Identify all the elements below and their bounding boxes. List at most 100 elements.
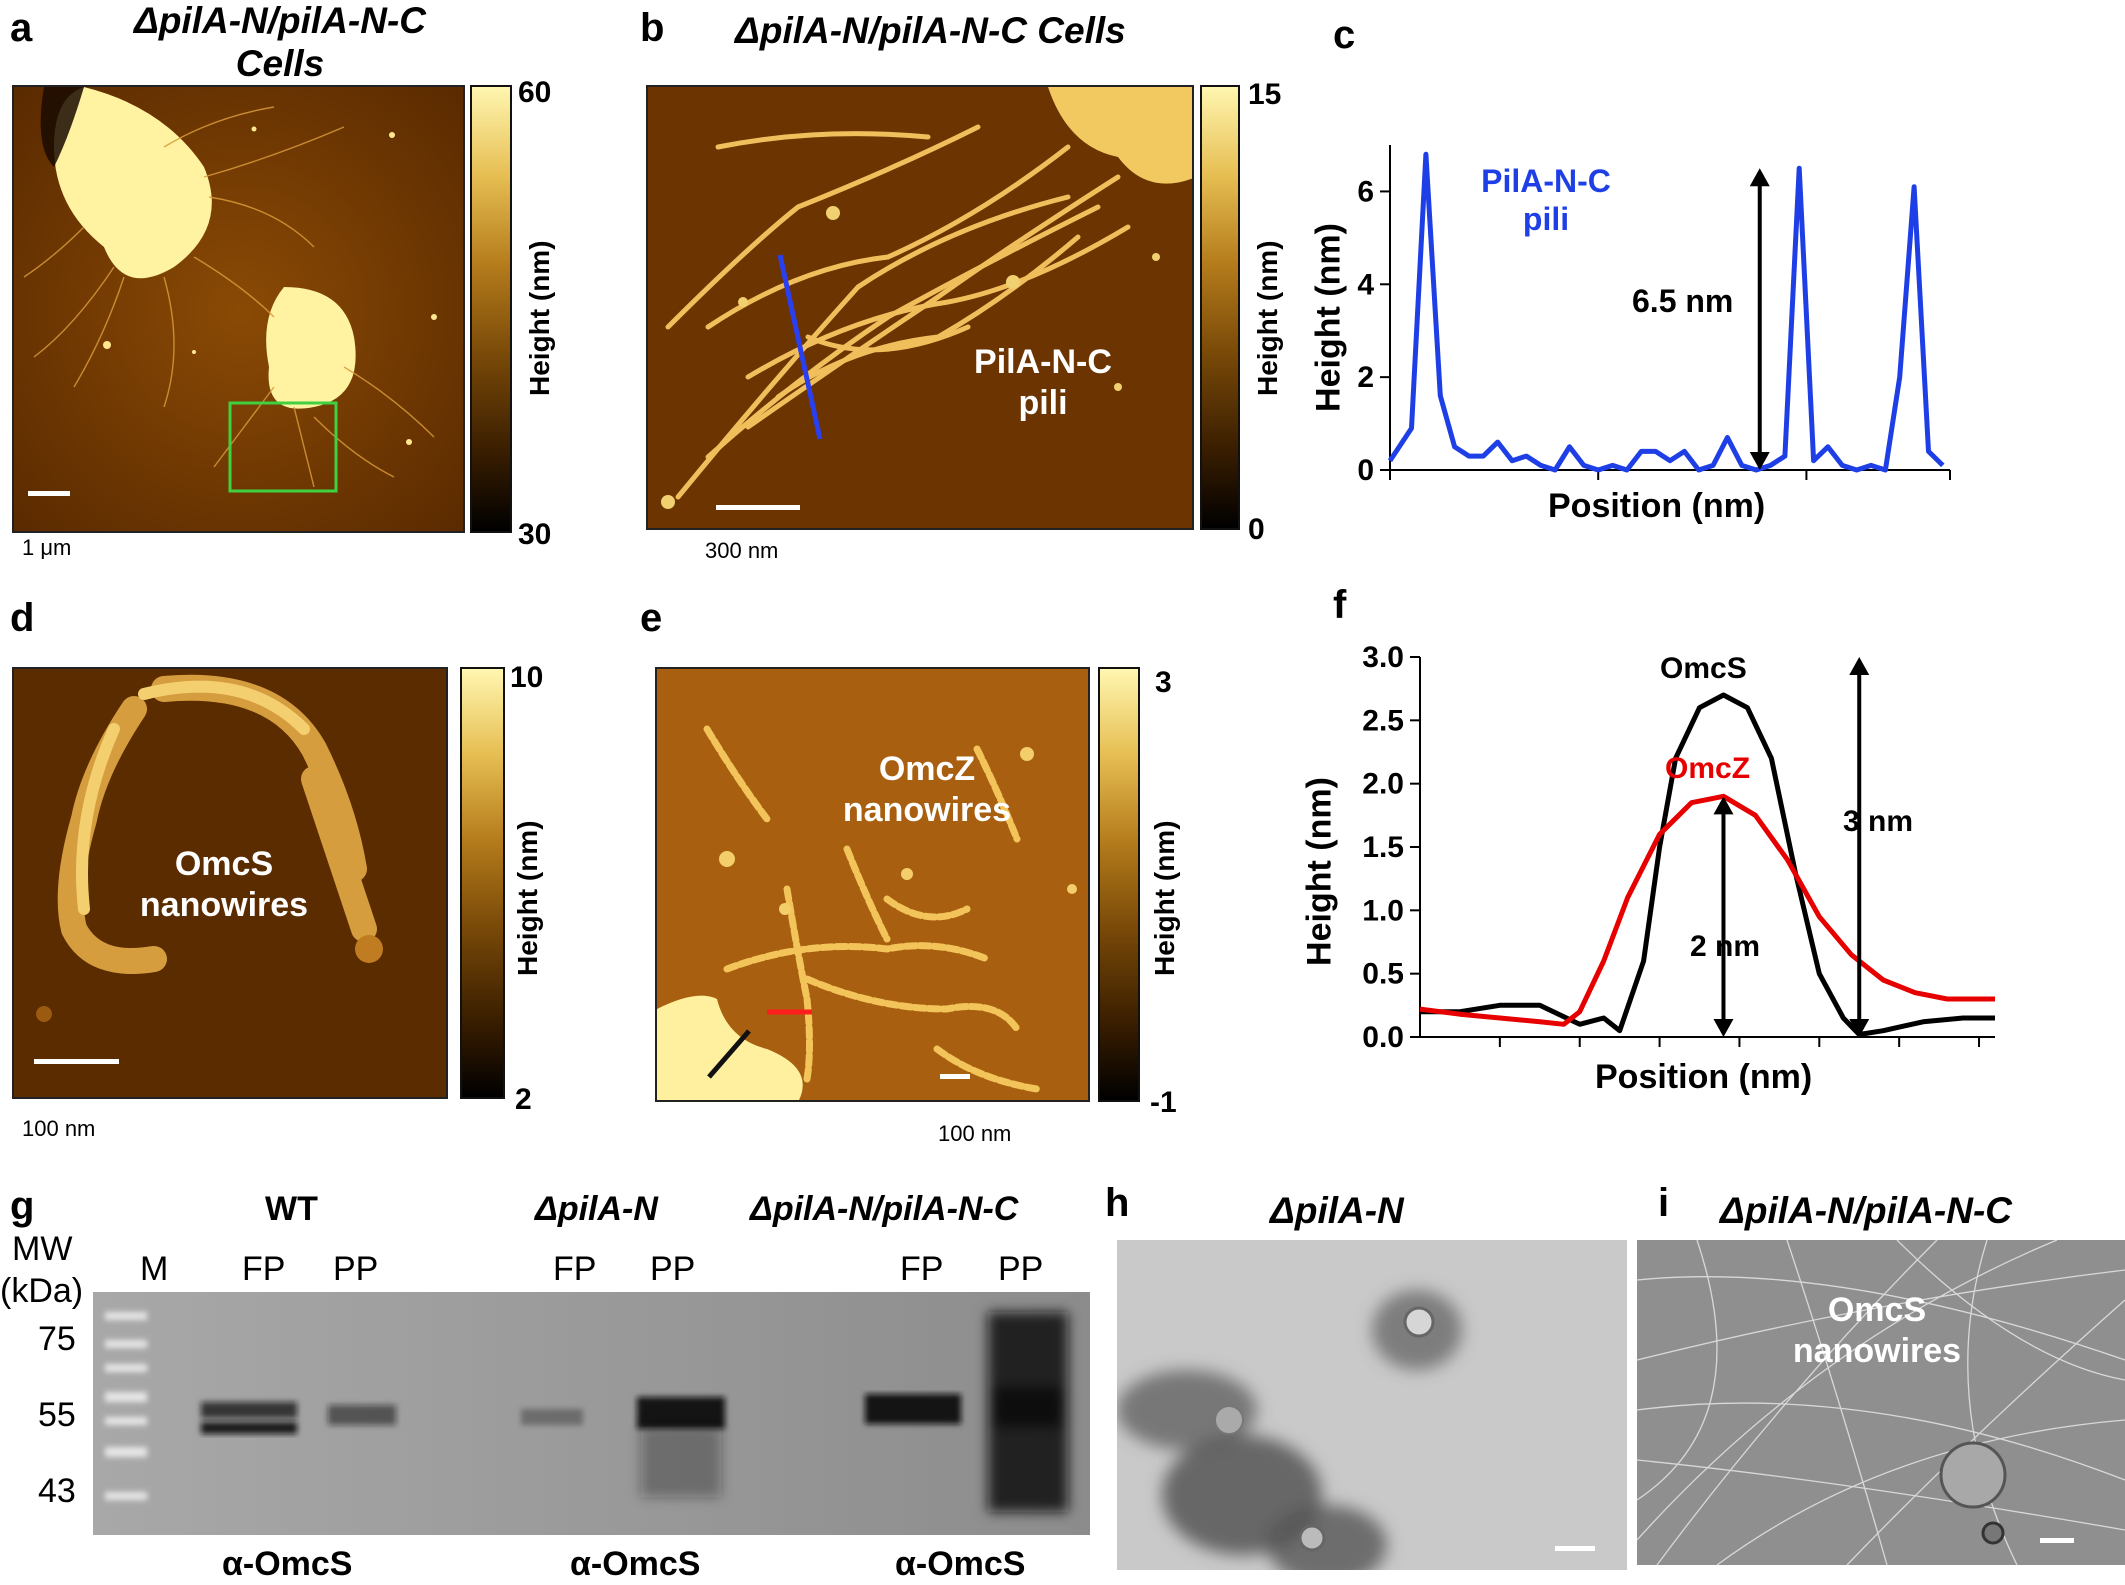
panel-f-ylabel: Height (nm) <box>1300 777 1339 966</box>
panel-a-title-line2: Cells <box>235 42 325 84</box>
panel-b-afm-svg <box>648 87 1192 528</box>
panel-e-black-profile-line <box>707 1029 751 1079</box>
panel-a-title-line1: ΔpilA-N/pilA-N-C <box>133 0 426 41</box>
panel-a-cbar-min: 30 <box>518 518 552 551</box>
panel-f-plot-area: 0.0 0.5 1.0 1.5 2.0 2.5 3.0 <box>1362 641 1995 1054</box>
panel-b-scale-label: 300 nm <box>705 538 779 563</box>
panel-g-mw-label-line1: MW <box>12 1230 73 1268</box>
panel-a-afm-svg <box>14 87 463 531</box>
panel-e-afm-svg <box>657 669 1088 1100</box>
panel-a-cbar-max: 60 <box>518 76 552 109</box>
panel-f-label: f <box>1333 583 1347 627</box>
panel-i-label: i <box>1658 1181 1670 1225</box>
panel-a-zoom-box <box>228 401 338 493</box>
panel-d-afm-image: OmcS nanowires <box>12 667 448 1099</box>
panel-g-group-pilan-c: ΔpilA-N/pilA-N-C <box>750 1190 1019 1228</box>
panel-g-lane-wt-pp: PP <box>333 1250 379 1288</box>
panel-c-ytick-label: 6 <box>1357 175 1374 208</box>
panel-c-ytick-label: 2 <box>1357 361 1374 394</box>
panel-c-series-line-0 <box>1387 151 1945 473</box>
panel-c-plot-area: 0 2 4 6 <box>1357 145 1951 487</box>
panel-f-2nm-annotation: 2 nm <box>1690 930 1761 963</box>
panel-f-chart: 0.0 0.5 1.0 1.5 2.0 2.5 3.0 <box>1362 641 1995 1054</box>
panel-g-lane-pilan-pp: PP <box>650 1250 696 1288</box>
panel-g-mw-75: 75 <box>38 1320 76 1358</box>
panel-c-series-label-line1: PilA-N-C <box>1481 163 1611 199</box>
panel-d-cbar-min: 2 <box>515 1083 532 1116</box>
panel-d-nanowire-label: OmcS nanowires <box>104 844 344 926</box>
panel-b-cbar-unit: Height (nm) <box>1252 240 1283 396</box>
panel-h-scale-bar <box>1555 1546 1595 1551</box>
panel-g-label: g <box>10 1184 35 1228</box>
panel-b-pili-label-line1: PilA-N-C <box>974 343 1112 381</box>
panel-a-scale-label: 1 μm <box>22 535 72 560</box>
panel-c-series-label-line2: pili <box>1522 201 1570 238</box>
panel-f-2nm-arrow <box>1713 796 1734 1037</box>
panel-h-label: h <box>1105 1181 1130 1225</box>
panel-f-omcs-label: OmcS <box>1660 652 1747 685</box>
panel-d-scale-label: 100 nm <box>22 1116 96 1141</box>
panel-i-nanowire-label-line1: OmcS <box>1827 1291 1927 1329</box>
panel-g-blot-image <box>93 1292 1090 1535</box>
panel-b-scale-bar <box>716 505 800 510</box>
panel-b-cbar-min: 0 <box>1248 513 1265 546</box>
panel-c-chart: 0 2 4 6 <box>1357 145 1951 487</box>
panel-h-tem-image <box>1117 1240 1627 1570</box>
panel-f-ytick-label: 1.0 <box>1362 894 1404 927</box>
panel-d-nanowire-label-line1: OmcS <box>174 845 274 883</box>
panel-b-title: ΔpilA-N/pilA-N-C Cells <box>735 10 1126 51</box>
panel-g-antibody-wt: α-OmcS <box>222 1545 353 1583</box>
panel-g-group-pilan: ΔpilA-N <box>535 1190 658 1228</box>
panel-e-nanowire-label-line1: OmcZ <box>878 750 976 788</box>
panel-e-cbar-min: -1 <box>1150 1086 1177 1119</box>
panel-h-tem-svg <box>1117 1240 1627 1570</box>
panel-c-xlabel: Position (nm) <box>1548 487 1766 525</box>
panel-c-series-label: PilA-N-C pili <box>1446 162 1646 239</box>
panel-d-nanowire-label-line2: nanowires <box>139 885 309 924</box>
panel-c-height-annotation: 6.5 nm <box>1632 283 1734 319</box>
panel-b-pili-label: PilA-N-C pili <box>948 342 1138 424</box>
panel-f-ytick-label: 2.5 <box>1362 704 1404 737</box>
panel-b-colorbar <box>1200 85 1240 530</box>
panel-g-marker-label: M <box>140 1250 169 1288</box>
panel-d-afm-svg <box>14 669 446 1097</box>
panel-b-pili-label-line2: pili <box>1018 383 1068 422</box>
panel-d-scale-bar <box>34 1059 119 1064</box>
panel-g-mw-55: 55 <box>38 1396 76 1434</box>
panel-i-tem-svg <box>1637 1240 2125 1565</box>
panel-g-lane-pilanc-pp: PP <box>998 1250 1044 1288</box>
panel-a-colorbar <box>470 85 512 533</box>
panel-b-label: b <box>640 6 665 50</box>
panel-a-afm-image <box>12 85 465 533</box>
panel-f-xlabel: Position (nm) <box>1595 1058 1813 1096</box>
panel-g-antibody-pilanc: α-OmcS <box>895 1545 1026 1583</box>
panel-e-label: e <box>640 596 663 640</box>
panel-a-title: ΔpilA-N/pilA-N-C Cells <box>110 0 450 85</box>
panel-f-series-line-0 <box>1420 692 1995 1037</box>
panel-g-group-wt: WT <box>265 1190 318 1228</box>
panel-i-nanowire-label-line2: nanowires <box>1792 1331 1962 1370</box>
panel-e-colorbar <box>1098 667 1140 1102</box>
panel-f-ytick-label: 3.0 <box>1362 641 1404 674</box>
panel-f-ytick-label: 0.5 <box>1362 958 1404 991</box>
panel-e-cbar-unit: Height (nm) <box>1149 820 1180 976</box>
panel-i-nanowire-label: OmcS nanowires <box>1747 1290 2007 1372</box>
panel-e-afm-image: OmcZ nanowires <box>655 667 1090 1102</box>
panel-e-scale-bar <box>940 1074 970 1079</box>
panel-f-ytick-label: 2.0 <box>1362 768 1404 801</box>
panel-c-ylabel: Height (nm) <box>1309 223 1348 412</box>
panel-e-cbar-max: 3 <box>1155 666 1172 699</box>
panel-d-cbar-unit: Height (nm) <box>512 820 543 976</box>
panel-e-scale-label: 100 nm <box>938 1121 1012 1146</box>
panel-i-tem-image: OmcS nanowires <box>1637 1240 2125 1565</box>
panel-i-scale-bar <box>2040 1538 2074 1543</box>
panel-d-cbar-max: 10 <box>510 661 544 694</box>
panel-c-ytick-label: 4 <box>1357 268 1374 301</box>
panel-a-label: a <box>10 6 33 50</box>
panel-h-title: ΔpilA-N <box>1270 1190 1404 1231</box>
panel-g-lane-pilanc-fp: FP <box>900 1250 944 1288</box>
panel-f-3nm-annotation: 3 nm <box>1843 805 1914 838</box>
panel-c-label: c <box>1333 13 1356 57</box>
panel-g-blot-svg <box>93 1292 1090 1535</box>
panel-d-colorbar <box>460 667 505 1099</box>
